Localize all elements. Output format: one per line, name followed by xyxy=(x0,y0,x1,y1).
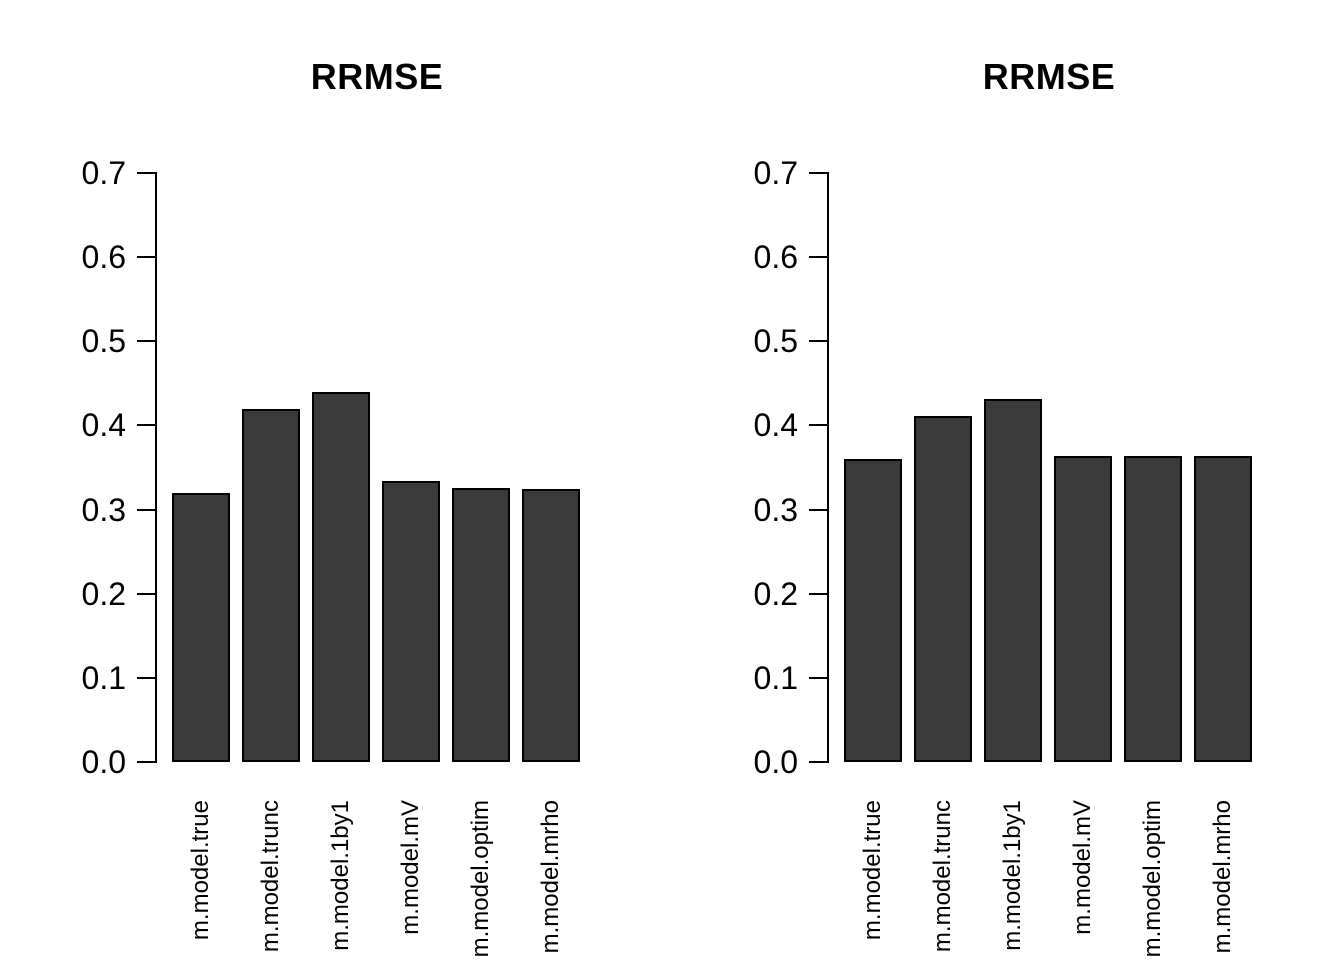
bar xyxy=(914,416,972,762)
y-tick xyxy=(137,592,157,595)
x-category-label: m.model.trunc xyxy=(257,800,284,953)
y-tick-label: 0.6 xyxy=(81,239,126,276)
y-tick-label: 0.0 xyxy=(81,744,126,780)
y-tick xyxy=(809,508,829,511)
bar xyxy=(172,493,230,762)
bar xyxy=(242,409,300,762)
y-tick-label: 0.7 xyxy=(81,155,126,192)
y-tick-label: 0.1 xyxy=(81,659,126,696)
x-category-label: m.model.optim xyxy=(1139,800,1166,958)
chart-right: RRMSE 0.0 0.1 0.2 0.3 0.4 0.5 0.6 0.7 m.model.tr… xyxy=(672,0,1344,960)
bar xyxy=(312,392,370,762)
y-tick-label: 0.7 xyxy=(753,155,798,192)
bar xyxy=(382,481,440,762)
y-axis-line xyxy=(155,172,157,763)
x-category-label: m.model.mrho xyxy=(537,800,564,954)
y-tick-label: 0.6 xyxy=(753,239,798,276)
y-tick xyxy=(809,592,829,595)
y-tick-label: 0.5 xyxy=(753,323,798,360)
bar xyxy=(452,488,510,762)
y-tick-label: 0.5 xyxy=(81,323,126,360)
chart-title: RRMSE xyxy=(310,56,444,97)
chart-left: RRMSE 0.0 0.1 0.2 0.3 0.4 0.5 0.6 0.7 m.model.tr… xyxy=(81,56,580,958)
y-tick-label: 0.4 xyxy=(81,407,126,444)
y-tick xyxy=(137,172,157,175)
y-tick-label: 0.0 xyxy=(753,744,798,780)
bar xyxy=(984,399,1042,762)
y-tick xyxy=(809,676,829,679)
x-category-label: m.model.trunc xyxy=(929,800,956,953)
y-tick-label: 0.1 xyxy=(753,659,798,696)
y-tick-label: 0.2 xyxy=(753,575,798,612)
y-tick-label: 0.2 xyxy=(81,575,126,612)
bar xyxy=(844,459,902,762)
y-tick xyxy=(809,340,829,343)
x-category-label: m.model.mV xyxy=(397,800,424,935)
y-axis-line xyxy=(827,172,829,763)
y-tick xyxy=(137,340,157,343)
y-tick xyxy=(809,761,829,763)
y-tick xyxy=(809,172,829,175)
y-tick-label: 0.3 xyxy=(753,491,798,528)
chart-title: RRMSE xyxy=(982,56,1116,97)
x-category-label: m.model.1by1 xyxy=(999,800,1026,951)
y-tick xyxy=(809,256,829,259)
y-tick xyxy=(137,508,157,511)
x-category-label: m.model.mV xyxy=(1069,800,1096,935)
y-tick xyxy=(809,424,829,427)
y-tick xyxy=(137,256,157,259)
bar xyxy=(522,489,580,762)
x-category-label: m.model.mrho xyxy=(1209,800,1236,954)
bar xyxy=(1194,456,1252,762)
y-tick-label: 0.4 xyxy=(753,407,798,444)
x-category-label: m.model.true xyxy=(859,800,886,941)
y-tick xyxy=(137,676,157,679)
y-tick-label: 0.3 xyxy=(81,491,126,528)
x-category-label: m.model.true xyxy=(187,800,214,941)
bar xyxy=(1054,456,1112,762)
x-category-label: m.model.1by1 xyxy=(327,800,354,951)
y-tick xyxy=(137,761,157,763)
y-tick xyxy=(137,424,157,427)
x-category-label: m.model.optim xyxy=(467,800,494,958)
bar xyxy=(1124,456,1182,762)
